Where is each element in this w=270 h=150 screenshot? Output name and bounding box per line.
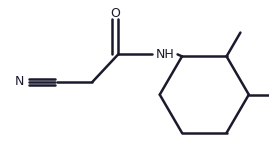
Text: NH: NH — [156, 48, 174, 61]
Text: O: O — [110, 7, 120, 20]
Text: N: N — [15, 75, 24, 88]
